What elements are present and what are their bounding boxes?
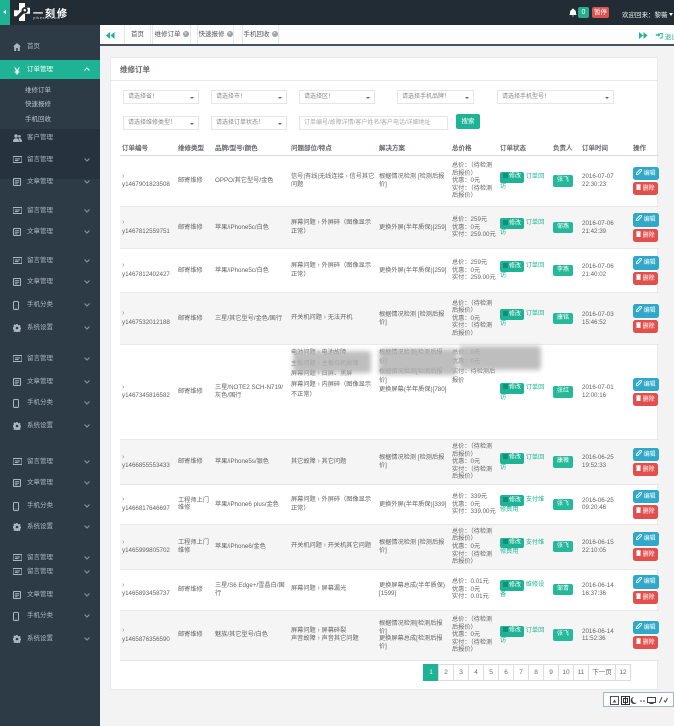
svg-text:¥: ¥: [14, 67, 20, 76]
